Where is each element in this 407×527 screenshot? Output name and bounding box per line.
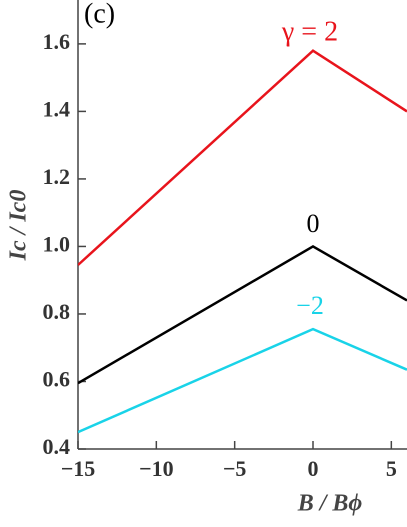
y-tick-label: 1.0: [43, 231, 71, 256]
x-axis-label: B / Bϕ: [297, 491, 363, 517]
x-tick-label: 5: [386, 456, 397, 481]
y-tick-label: 1.4: [43, 96, 71, 121]
x-tick-label: −5: [223, 456, 247, 481]
y-tick-label: 1.2: [43, 164, 71, 189]
series-line: [78, 245, 407, 385]
series-label: −2: [296, 291, 324, 320]
y-tick-label: 1.6: [43, 29, 71, 54]
series-label: γ = 2: [281, 16, 338, 47]
x-tick-label: 0: [308, 456, 319, 481]
y-tick-label: 0.4: [43, 434, 71, 459]
x-tick-label: −15: [61, 456, 96, 481]
series-label: 0: [307, 209, 320, 238]
y-tick-label: 0.8: [43, 299, 71, 324]
series-line: [78, 327, 407, 434]
x-tick-label: −10: [139, 456, 174, 481]
y-axis-label: Ic / Ic0: [6, 190, 32, 262]
y-tick-label: 0.6: [43, 367, 71, 392]
chart-title: (c): [84, 0, 115, 29]
series-line: [78, 49, 407, 266]
